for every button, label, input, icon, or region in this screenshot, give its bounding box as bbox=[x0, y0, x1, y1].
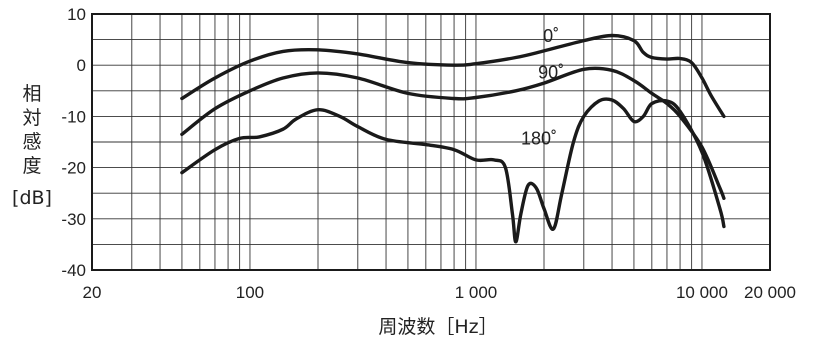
y-tick-label: 0 bbox=[77, 56, 86, 75]
y-axis-label-char: 度 bbox=[22, 155, 41, 177]
y-axis-title: 相対感度 [dB] bbox=[12, 83, 52, 209]
y-tick-label: -30 bbox=[61, 210, 86, 229]
series-line bbox=[180, 97, 726, 244]
series-line bbox=[180, 66, 726, 200]
y-tick-label: 10 bbox=[67, 5, 86, 24]
series-lines bbox=[180, 33, 726, 244]
y-axis-label-char: 感 bbox=[22, 131, 41, 153]
y-axis-label-char: 対 bbox=[22, 107, 41, 129]
y-tick-label: -10 bbox=[61, 107, 86, 126]
x-tick-label: 1 000 bbox=[455, 283, 498, 302]
y-axis-label: 相対感度 bbox=[22, 83, 41, 177]
x-tick-labels: 20 100 1 000 10 000 20 000 bbox=[83, 283, 796, 302]
series-labels: 0˚ 90˚ 180˚ bbox=[521, 26, 564, 148]
y-tick-label: -20 bbox=[61, 159, 86, 178]
x-tick-label: 10 000 bbox=[676, 283, 728, 302]
series-line bbox=[180, 33, 726, 119]
x-tick-label: 20 000 bbox=[744, 283, 796, 302]
series-label: 180˚ bbox=[521, 129, 557, 149]
x-axis-label: 周波数［Hz］ bbox=[378, 316, 497, 338]
x-tick-label: 20 bbox=[83, 283, 102, 302]
x-tick-label: 100 bbox=[236, 283, 264, 302]
grid-lines bbox=[92, 14, 770, 270]
series-label: 90˚ bbox=[538, 63, 564, 83]
y-axis-label-char: 相 bbox=[22, 83, 41, 105]
y-tick-label: -40 bbox=[61, 261, 86, 280]
y-axis-unit: [dB] bbox=[12, 187, 52, 209]
plot-frame bbox=[91, 13, 771, 271]
series-label: 0˚ bbox=[543, 26, 559, 46]
y-tick-labels: 10 0 -10 -20 -30 -40 bbox=[61, 5, 86, 280]
